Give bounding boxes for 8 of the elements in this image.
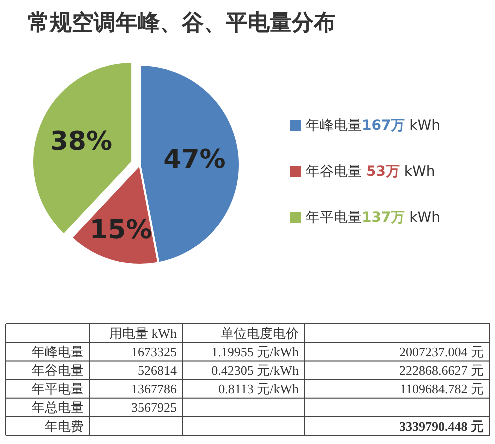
table: 用电量 kWh 单位电度电价 年峰电量 1673325 1.19955 元/kWh 2007237.004 元 年谷电量 526814 0.42305 元/kWh 222868.6627 元 年平电量 1367786 0.8113 元/kWh 1109684.782 元 年总电量 3567925 年电费 3339790.448 元	[6, 324, 490, 436]
data-label: 38%	[50, 126, 113, 157]
legend-label: 年平电量137万 kWh	[306, 210, 441, 226]
legend-label: 年峰电量167万 kWh	[306, 118, 441, 134]
chart-title: 常规空调年峰、谷、平电量分布	[28, 10, 336, 36]
data-label: 47%	[164, 144, 226, 175]
data-label: 15%	[90, 215, 152, 246]
legend-label: 年谷电量 53万 kWh	[306, 164, 436, 180]
